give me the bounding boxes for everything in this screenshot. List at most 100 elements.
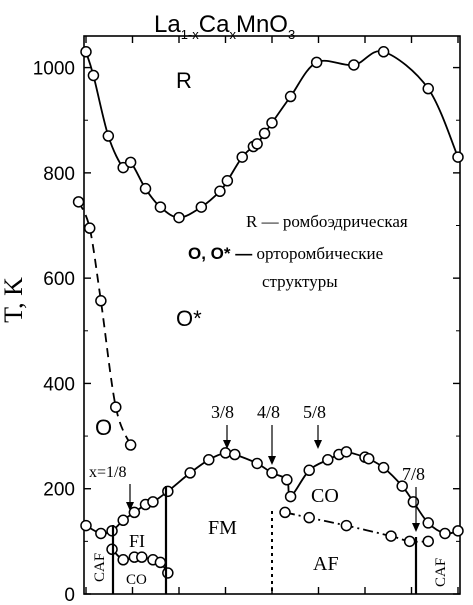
y-tick-label: 800 bbox=[43, 164, 75, 185]
series-3-point bbox=[162, 567, 174, 579]
series-4-point bbox=[279, 506, 291, 519]
series-2-point bbox=[281, 474, 293, 486]
label-o-phase: O bbox=[95, 415, 112, 440]
series-2-curve bbox=[85, 450, 459, 535]
series-0-point bbox=[80, 46, 92, 58]
series-0-point bbox=[214, 185, 226, 198]
arrow-1-8 bbox=[126, 484, 134, 511]
series-2-point bbox=[407, 496, 420, 508]
series-2-point bbox=[162, 485, 174, 498]
series-1-point bbox=[72, 196, 85, 208]
series-0-point bbox=[195, 201, 208, 213]
series-4-point bbox=[403, 535, 416, 548]
label-fm-phase: FM bbox=[208, 517, 237, 539]
label-caf-left-phase: CAF bbox=[92, 553, 108, 582]
series-2-point bbox=[422, 517, 434, 529]
y-tick-label: 400 bbox=[43, 374, 75, 395]
series-1-point bbox=[124, 439, 137, 451]
series-0-point bbox=[377, 46, 390, 58]
series-2-point bbox=[219, 447, 232, 459]
series-2-point bbox=[128, 506, 141, 519]
series-2-point bbox=[147, 496, 159, 508]
series-2-point bbox=[117, 514, 129, 527]
arrow-5-8 bbox=[314, 425, 322, 449]
legend-line-r: R — ромбоэдрическая bbox=[246, 212, 408, 231]
series-0-point bbox=[221, 175, 234, 187]
label-4-8: 4/8 bbox=[257, 402, 280, 422]
series-0-point bbox=[173, 211, 185, 224]
series-4-point bbox=[422, 535, 434, 548]
label-co-right-phase: CO bbox=[311, 485, 339, 507]
series-2-point bbox=[203, 454, 215, 466]
label-r-phase: R bbox=[176, 68, 192, 93]
chart-title: La1-xCaxMnO3 bbox=[154, 11, 295, 42]
title-sub-1x: 1-x bbox=[181, 27, 200, 42]
y-tick-label: 1000 bbox=[33, 59, 75, 80]
series-2-point bbox=[340, 446, 353, 458]
series-1-point bbox=[83, 222, 96, 234]
series-2-point bbox=[377, 461, 390, 474]
series-0-point bbox=[124, 156, 137, 169]
series-3-point bbox=[117, 554, 129, 566]
series-1-curve bbox=[77, 201, 132, 446]
title-la: La bbox=[154, 11, 181, 38]
y-tick-label: 200 bbox=[43, 480, 75, 501]
title-ca: Ca bbox=[199, 11, 230, 38]
series-2-point bbox=[322, 454, 334, 466]
y-axis-label: T, K bbox=[0, 277, 28, 323]
label-af-phase: AF bbox=[313, 553, 339, 575]
series-2-point bbox=[251, 457, 263, 470]
legend-o-bold: O, O* — bbox=[188, 244, 252, 263]
title-mno: MnO bbox=[236, 11, 288, 38]
label-co-left-phase: CO bbox=[126, 572, 147, 588]
series-0-point bbox=[266, 117, 278, 129]
series-0-point bbox=[452, 151, 464, 163]
series-0-point bbox=[251, 138, 263, 150]
legend-line-o: O, O* — орторомбические bbox=[188, 244, 383, 263]
series-3-point bbox=[154, 556, 167, 569]
series-0-point bbox=[422, 82, 434, 95]
y-tick-label: 600 bbox=[43, 269, 75, 290]
arrow-3-8 bbox=[223, 425, 231, 449]
label-o-star-phase: O* bbox=[176, 306, 202, 331]
series-2-point bbox=[396, 480, 408, 492]
legend-o-rest: орторомбические bbox=[252, 244, 383, 263]
series-2-point bbox=[95, 527, 107, 540]
series-4-point bbox=[303, 511, 315, 524]
series-0-point bbox=[348, 59, 360, 71]
series-0-point bbox=[258, 127, 271, 140]
series-4-point bbox=[385, 530, 397, 542]
series-0-point bbox=[102, 130, 115, 142]
series-0-point bbox=[154, 201, 167, 213]
y-axis-ticks: 0 200 400 600 800 1000 bbox=[33, 59, 460, 605]
series-2-point bbox=[266, 467, 278, 479]
series-0-point bbox=[87, 69, 100, 82]
series-2-point bbox=[452, 525, 464, 537]
label-x-eq-1-8: x=1/8 bbox=[89, 464, 126, 481]
series-3-point bbox=[136, 551, 148, 563]
series-4-point bbox=[340, 519, 353, 532]
series-2-point bbox=[80, 519, 92, 532]
series-2-point bbox=[439, 527, 451, 540]
label-caf-right-phase: CAF bbox=[433, 558, 449, 587]
legend-line-structures: структуры bbox=[262, 272, 338, 291]
y-tick-label: 0 bbox=[64, 585, 75, 605]
series-2-point bbox=[362, 452, 375, 465]
series-2-point bbox=[229, 448, 241, 461]
title-sub-3: 3 bbox=[288, 27, 295, 42]
series-2-point bbox=[184, 467, 196, 479]
series-1-point bbox=[110, 401, 122, 413]
series-0-point bbox=[284, 90, 297, 103]
label-3-8: 3/8 bbox=[211, 402, 234, 422]
title-sub-x: x bbox=[229, 27, 236, 42]
series-1-point bbox=[95, 295, 107, 307]
series-0-point bbox=[139, 182, 152, 195]
data-points bbox=[72, 46, 464, 579]
label-7-8: 7/8 bbox=[402, 464, 425, 484]
series-2-point bbox=[303, 464, 315, 477]
x-axis-ticks bbox=[85, 36, 459, 594]
series-0-point bbox=[236, 151, 248, 163]
series-0-point bbox=[310, 56, 323, 69]
label-5-8: 5/8 bbox=[303, 402, 326, 422]
